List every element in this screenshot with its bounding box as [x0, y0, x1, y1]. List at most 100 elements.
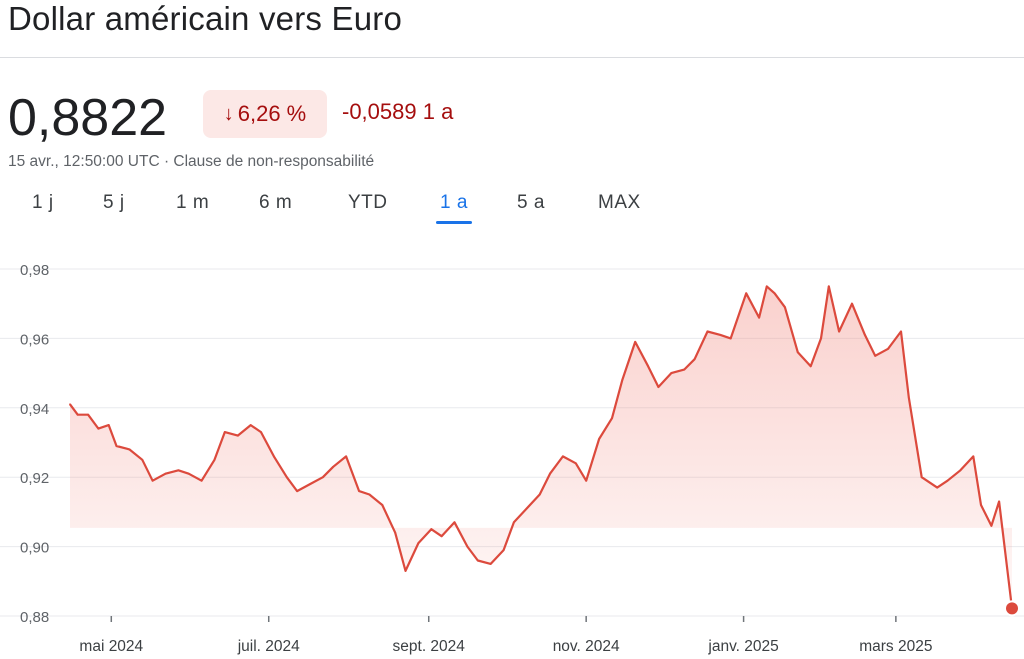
data-point	[864, 334, 866, 336]
data-point	[417, 542, 420, 544]
data-point	[296, 490, 298, 492]
data-point	[466, 545, 469, 548]
data-point	[621, 379, 624, 381]
latest-value-dot	[1004, 600, 1020, 617]
data-point	[322, 476, 324, 479]
tab-1-year[interactable]: 1 a	[436, 192, 472, 224]
data-point	[128, 448, 131, 451]
x-tick-label: sept. 2024	[393, 638, 466, 655]
data-point	[404, 570, 407, 572]
data-point	[381, 504, 384, 506]
data-point	[430, 528, 433, 531]
tab-label: 5 a	[517, 192, 545, 213]
timestamp-disclaimer[interactable]: 15 avr., 12:50:00 UTC · Clause de non-re…	[8, 153, 375, 170]
data-point	[611, 417, 613, 420]
percent-change-badge: ↓ 6,26 %	[203, 90, 327, 138]
data-point	[489, 563, 492, 565]
tab-1-month[interactable]: 1 m	[176, 192, 209, 214]
data-point	[693, 358, 696, 361]
data-point	[574, 462, 577, 465]
tab-label: 1 m	[176, 192, 210, 213]
data-point	[177, 469, 180, 472]
data-point	[368, 493, 371, 496]
tab-5-years[interactable]: 5 a	[517, 192, 545, 214]
data-point	[151, 479, 154, 482]
data-point	[513, 521, 515, 524]
data-point	[345, 455, 347, 458]
data-point	[358, 490, 360, 492]
price-chart[interactable]: 0,98 0,96 0,94 0,92 0,90 0,88 mai 2024 juil. 2…	[0, 250, 1024, 659]
data-point	[502, 549, 505, 551]
y-tick-label: 0,88	[20, 609, 49, 626]
x-tick-label: mai 2024	[79, 638, 143, 655]
data-point	[69, 403, 71, 406]
data-point	[657, 386, 660, 388]
tab-1-day[interactable]: 1 j	[32, 192, 54, 214]
data-point	[809, 365, 812, 368]
y-axis: 0,98 0,96 0,94 0,92 0,90 0,88	[20, 262, 49, 626]
data-point	[87, 413, 89, 416]
data-point	[980, 504, 982, 506]
data-point	[141, 458, 144, 461]
data-point	[972, 455, 975, 458]
data-point	[273, 455, 275, 458]
active-tab-underline	[436, 221, 472, 224]
data-point	[683, 368, 686, 371]
tab-6-months[interactable]: 6 m	[259, 192, 292, 214]
area-fill	[70, 286, 1012, 609]
tab-label: YTD	[348, 192, 388, 213]
data-point	[332, 465, 335, 468]
tab-label: MAX	[598, 192, 641, 213]
data-point	[562, 455, 564, 458]
data-point	[213, 458, 216, 461]
chart-endpoint-layer	[1004, 600, 1020, 617]
data-point	[729, 337, 732, 340]
data-point	[634, 341, 637, 343]
data-point	[758, 316, 760, 319]
x-axis: mai 2024 juil. 2024 sept. 2024 nov. 2024 jan…	[79, 616, 932, 655]
data-point	[773, 292, 776, 295]
data-point	[115, 445, 118, 447]
x-tick-label: mars 2025	[859, 638, 932, 655]
tab-label: 5 j	[103, 192, 125, 213]
time-range-tabs: 1 j 5 j 1 m 6 m YTD 1 a 5 a MAX	[0, 192, 700, 232]
data-point	[936, 486, 939, 489]
tab-ytd[interactable]: YTD	[348, 192, 388, 214]
data-point	[647, 365, 649, 368]
data-point	[97, 427, 100, 430]
data-point	[820, 337, 822, 340]
tab-5-days[interactable]: 5 j	[103, 192, 125, 214]
data-point	[538, 493, 541, 496]
data-point	[946, 479, 949, 482]
data-point	[223, 431, 226, 433]
data-point	[200, 479, 203, 482]
tab-max[interactable]: MAX	[598, 192, 641, 214]
data-point	[998, 500, 1000, 503]
tab-label: 6 m	[259, 192, 293, 213]
data-point	[907, 396, 910, 399]
data-point	[76, 413, 79, 416]
data-point	[990, 524, 993, 527]
data-point	[719, 334, 722, 336]
data-point	[394, 531, 397, 534]
chart-area-fill	[70, 286, 1012, 609]
arrow-down-icon: ↓	[223, 102, 234, 125]
data-point	[453, 521, 456, 524]
data-point	[796, 351, 799, 354]
chart-line-layer	[69, 285, 1014, 610]
percent-change-value: 6,26 %	[237, 101, 307, 126]
data-point	[476, 559, 479, 562]
tab-label: 1 j	[32, 192, 54, 213]
tab-label: 1 a	[440, 192, 468, 213]
data-point	[838, 330, 840, 333]
absolute-change: -0,0589 1 a	[342, 99, 454, 124]
data-point	[670, 372, 673, 374]
data-point	[440, 535, 443, 538]
data-point	[959, 469, 962, 472]
data-point	[765, 285, 768, 288]
data-point	[549, 472, 551, 475]
data-point	[525, 507, 528, 510]
x-tick-label: janv. 2025	[707, 638, 778, 655]
data-point	[585, 479, 588, 482]
data-point	[107, 424, 110, 426]
